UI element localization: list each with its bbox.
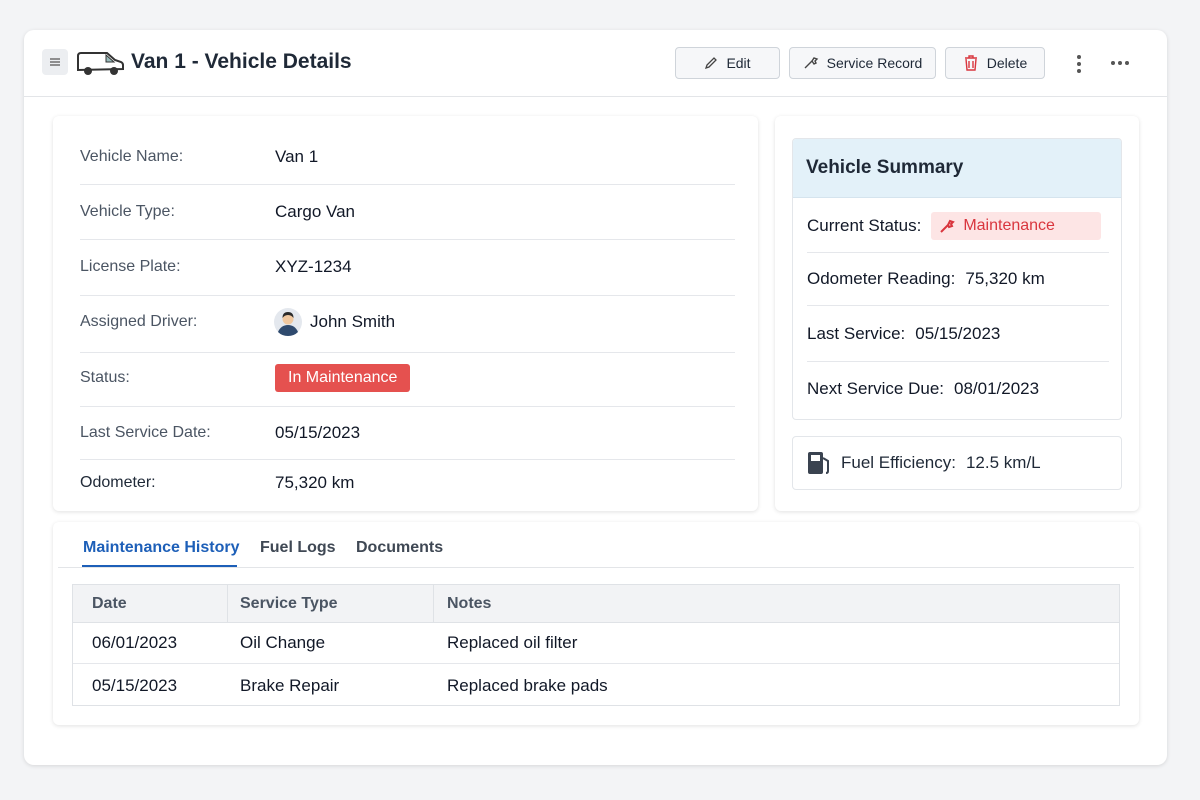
summary-row: Odometer Reading: 75,320 km [807,269,1045,289]
row-divider [807,305,1109,306]
field-label: License Plate: [80,258,181,275]
field-label: Status: [80,369,130,386]
table-cell: Brake Repair [240,676,340,695]
driver-value: John Smith [274,308,395,336]
field-label: Last Service Date: [80,424,211,441]
button-label: Edit [726,55,751,71]
kebab-menu[interactable] [1074,54,1084,74]
field-label: Vehicle Type: [80,203,175,220]
field-value: 05/15/2023 [275,423,361,442]
row-divider [80,239,735,240]
table-cell: 05/15/2023 [92,676,178,695]
summary-value: 05/15/2023 [915,324,1001,343]
row-divider [807,361,1109,362]
field-value: John Smith [310,312,396,331]
edit-button[interactable]: Edit [675,47,780,79]
details-card [53,116,758,511]
tab[interactable]: Documents [356,539,444,556]
tab-divider [58,567,1134,568]
fuel-box: Fuel Efficiency: 12.5 km/L [792,436,1122,490]
table-cell: 06/01/2023 [92,633,178,652]
field-label: Assigned Driver: [80,313,198,330]
history-card [53,522,1139,725]
column-header: Date [92,595,127,612]
summary-value: Maintenance [963,217,1055,234]
field-value: XYZ-1234 [275,257,352,276]
delete-button[interactable]: Delete [945,47,1045,79]
trash-icon [964,55,977,71]
table-cell: Replaced brake pads [447,676,608,695]
fuel-icon [808,452,829,474]
row-divider [80,352,735,353]
status-pill: Maintenance [931,212,1101,240]
summary-row: Current Status: Maintenance [807,212,1101,240]
wrench-icon [940,219,956,233]
summary-box: Vehicle Summary [792,138,1122,420]
summary-title: Vehicle Summary [793,139,1121,198]
field-value: 75,320 km [275,473,355,492]
menu-icon [50,58,60,66]
row-divider [807,252,1109,253]
summary-row: Next Service Due: 08/01/2023 [807,379,1039,399]
tab[interactable]: Maintenance History [83,539,240,556]
summary-label: Next Service Due: [807,379,944,398]
column-header: Notes [447,595,492,612]
summary-label: Current Status: [807,216,922,235]
column-header: Service Type [240,595,338,612]
tab-underline [82,565,237,567]
row-divider [80,406,735,407]
field-label: Odometer: [80,474,156,491]
row-divider [80,184,735,185]
summary-label: Last Service: [807,324,906,343]
table-cell: Oil Change [240,633,326,652]
header-divider [24,96,1167,97]
button-label: Service Record [826,55,923,71]
edit-icon [705,57,718,70]
summary-value: 75,320 km [965,269,1045,288]
col-divider [433,585,434,622]
menu-button[interactable] [42,49,68,75]
field-label: Vehicle Name: [80,148,184,165]
summary-label: Odometer Reading: [807,269,956,288]
more-menu[interactable] [1110,58,1130,68]
row-divider [80,295,735,296]
fuel-label: Fuel Efficiency: [841,453,956,472]
table-header [73,585,1119,623]
row-divider [80,459,735,460]
wrench-icon [804,57,818,69]
row-divider [73,663,1119,664]
table-cell: Replaced oil filter [447,633,578,652]
button-label: Delete [986,55,1028,71]
field-value: Cargo Van [275,202,356,221]
col-divider [227,585,228,622]
status-badge: In Maintenance [275,364,411,392]
history-table [72,584,1120,706]
field-value: Van 1 [275,147,319,166]
page-title: Van 1 - Vehicle Details [131,50,352,73]
summary-value: 08/01/2023 [954,379,1040,398]
van-icon [77,52,124,75]
tab[interactable]: Fuel Logs [260,539,336,556]
summary-row: Last Service: 05/15/2023 [807,324,1000,344]
driver-avatar [274,308,302,336]
service-record-button[interactable]: Service Record [789,47,936,79]
fuel-value: 12.5 km/L [965,453,1041,472]
